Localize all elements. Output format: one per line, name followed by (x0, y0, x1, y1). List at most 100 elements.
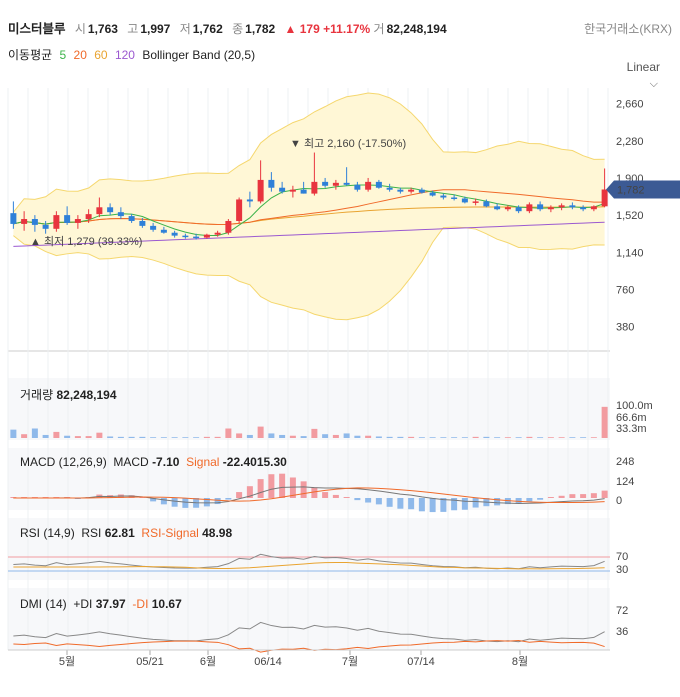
volume-bar (483, 436, 490, 438)
volume-bar (203, 436, 210, 438)
macd-histogram-bar (397, 498, 404, 509)
macd-histogram-bar (590, 493, 597, 498)
close-label: 종 (232, 22, 244, 36)
chevron-down-icon[interactable]: ⌵ (649, 78, 658, 90)
volume-bar (279, 434, 286, 438)
volume-bar (257, 426, 264, 438)
candle-body (42, 224, 49, 229)
candle-body (268, 179, 275, 188)
ma60-label: 60 (94, 48, 108, 62)
candle-body (397, 189, 404, 192)
macd-value: -7.10 (152, 455, 180, 469)
macd-histogram-bar (461, 498, 468, 510)
candle-body (580, 207, 587, 210)
dmi-tick-36: 36 (616, 626, 628, 638)
macd-histogram-bar (494, 498, 501, 506)
macd-tick-label: 0 (616, 495, 622, 507)
candle-body (193, 236, 200, 239)
candle-body (569, 205, 576, 208)
volume-tick-label: 66.6m (616, 412, 647, 424)
macd-histogram-bar (332, 494, 339, 498)
ma5-label: 5 (59, 48, 67, 62)
macd-histogram-bar (601, 490, 608, 498)
macd-histogram-bar (289, 477, 296, 498)
dmi-panel-title: DMI (14) +DI 37.97 -DI 10.67 (20, 597, 182, 611)
volume-title: 거래량 (20, 388, 54, 402)
macd-histogram-bar (343, 497, 350, 498)
bollinger-band-fill (13, 93, 605, 320)
current-price-tag (606, 180, 680, 199)
volume-bar (107, 436, 114, 438)
volume-bar (182, 437, 189, 438)
volume-bar (31, 428, 38, 438)
volume-bar (440, 437, 447, 438)
rsi-label: RSI (81, 526, 102, 540)
moving-average-legend[interactable]: 이동평균 5 20 60 120 Bollinger Band (20,5) (8, 46, 259, 63)
macd-tick-label: 124 (616, 476, 634, 488)
pdi-value: 37.97 (95, 597, 126, 611)
volume-bar (53, 431, 60, 438)
macd-histogram-bar (203, 498, 210, 507)
volume-value: 82,248,194 (386, 22, 447, 36)
volume-bar (547, 437, 554, 438)
macd-histogram-bar (440, 498, 447, 512)
x-tick-label: 7월 (342, 655, 358, 668)
macd-histogram-bar (408, 498, 415, 510)
macd-histogram-bar (300, 481, 307, 498)
candle-body (440, 195, 447, 198)
macd-histogram-bar (526, 498, 533, 502)
stock-name: 미스터블루 (8, 22, 66, 36)
volume-bar (408, 436, 415, 438)
candle-body (107, 207, 114, 213)
volume-panel-title: 거래량 82,248,194 (20, 386, 117, 403)
volume-bar (375, 436, 382, 438)
macd-histogram-bar (515, 498, 522, 504)
macd-histogram-bar (246, 486, 253, 498)
volume-bar (128, 436, 135, 438)
candle-body (354, 184, 361, 190)
candle-body (236, 199, 243, 221)
mdi-line (13, 640, 605, 653)
macd-histogram-bar (279, 473, 286, 498)
volume-bar (268, 433, 275, 438)
candle-body (117, 212, 124, 217)
rsi-panel-title: RSI (14,9) RSI 62.81 RSI-Signal 48.98 (20, 526, 232, 540)
macd-histogram-bar (537, 498, 544, 500)
macd-histogram-bar (257, 479, 264, 498)
x-tick-label: 07/14 (407, 656, 435, 668)
candle-body (225, 220, 232, 233)
candle-body (160, 229, 167, 233)
macd-histogram-bar (580, 494, 587, 498)
macd-histogram-bar (322, 492, 329, 498)
price-tick-label: 380 (616, 322, 634, 334)
volume-bar (365, 435, 372, 438)
volume-bar (225, 428, 232, 438)
volume-tick-label: 33.3m (616, 423, 647, 435)
candle-body (214, 232, 221, 235)
ma20-label: 20 (73, 48, 87, 62)
macd-histogram-bar (418, 498, 425, 512)
close-value: 1,782 (245, 22, 276, 36)
volume-bar (504, 437, 511, 438)
volume-bar (139, 436, 146, 438)
candle-body (375, 181, 382, 188)
macd-histogram-bar (225, 498, 232, 500)
candle-body (547, 207, 554, 210)
mdi-value: 10.67 (151, 597, 182, 611)
volume-bar (193, 437, 200, 438)
candle-body (203, 234, 210, 238)
candle-body (504, 207, 511, 210)
macd-signal-value: -22.4015.30 (222, 455, 287, 469)
candle-body (139, 220, 146, 226)
candle-body (10, 213, 17, 224)
candle-body (21, 219, 28, 224)
volume-bar (332, 434, 339, 438)
rsi-signal-value: 48.98 (202, 526, 233, 540)
rsi-signal-label: RSI-Signal (141, 526, 199, 540)
scale-mode-select[interactable]: Linear (626, 60, 660, 74)
ma120-label: 120 (114, 48, 135, 62)
rsi-title: RSI (14,9) (20, 526, 75, 540)
price-tick-label: 1,520 (616, 210, 644, 222)
open-label: 시 (74, 22, 86, 36)
